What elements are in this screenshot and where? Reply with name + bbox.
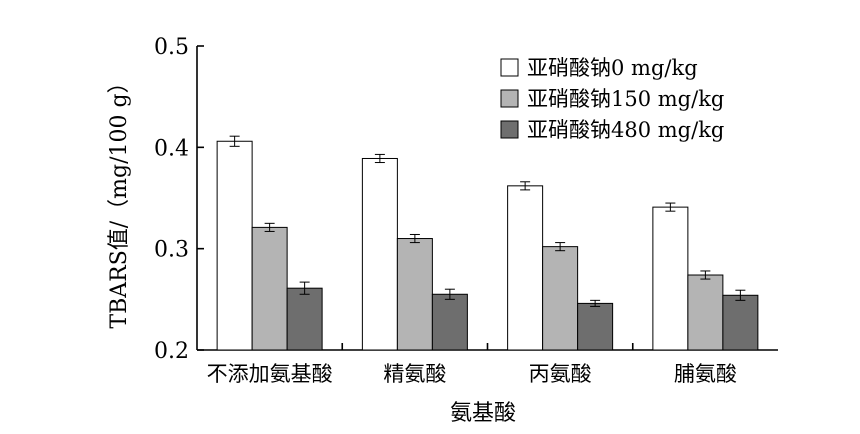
legend-label: 亚硝酸钠480 mg/kg bbox=[527, 118, 724, 142]
bar bbox=[361, 157, 398, 351]
bar bbox=[431, 293, 468, 351]
x-tick-label: 精氨酸 bbox=[383, 362, 446, 386]
y-tick-label: 0.3 bbox=[154, 238, 189, 263]
plot-area: 0.2 0.3 0.4 0.5 不添加氨基酸 精氨酸 丙氨酸 脯氨酸 bbox=[154, 35, 778, 386]
x-tick-label: 丙氨酸 bbox=[529, 362, 592, 386]
x-tick-label: 脯氨酸 bbox=[674, 362, 737, 386]
bar bbox=[542, 246, 579, 351]
bar bbox=[216, 140, 253, 351]
legend-label: 亚硝酸钠0 mg/kg bbox=[527, 56, 698, 80]
bar bbox=[652, 206, 689, 351]
bar bbox=[396, 238, 433, 351]
bar bbox=[687, 274, 724, 351]
bar bbox=[577, 302, 614, 351]
y-tick-label: 0.2 bbox=[154, 339, 189, 364]
y-tick-label: 0.5 bbox=[154, 35, 189, 60]
bar bbox=[251, 226, 288, 351]
y-axis-title: TBARS值/（mg/100 g） bbox=[107, 71, 132, 328]
bar bbox=[507, 185, 544, 351]
x-tick-label: 不添加氨基酸 bbox=[207, 362, 333, 386]
legend-swatch bbox=[500, 89, 519, 108]
x-axis-title: 氨基酸 bbox=[450, 401, 516, 426]
legend-label: 亚硝酸钠150 mg/kg bbox=[527, 87, 724, 111]
bar bbox=[722, 294, 759, 351]
legend: 亚硝酸钠0 mg/kg 亚硝酸钠150 mg/kg 亚硝酸钠480 mg/kg bbox=[500, 56, 724, 142]
y-tick-label: 0.4 bbox=[154, 136, 189, 161]
legend-swatch bbox=[500, 120, 519, 139]
bar bbox=[286, 287, 323, 351]
legend-swatch bbox=[500, 58, 519, 77]
